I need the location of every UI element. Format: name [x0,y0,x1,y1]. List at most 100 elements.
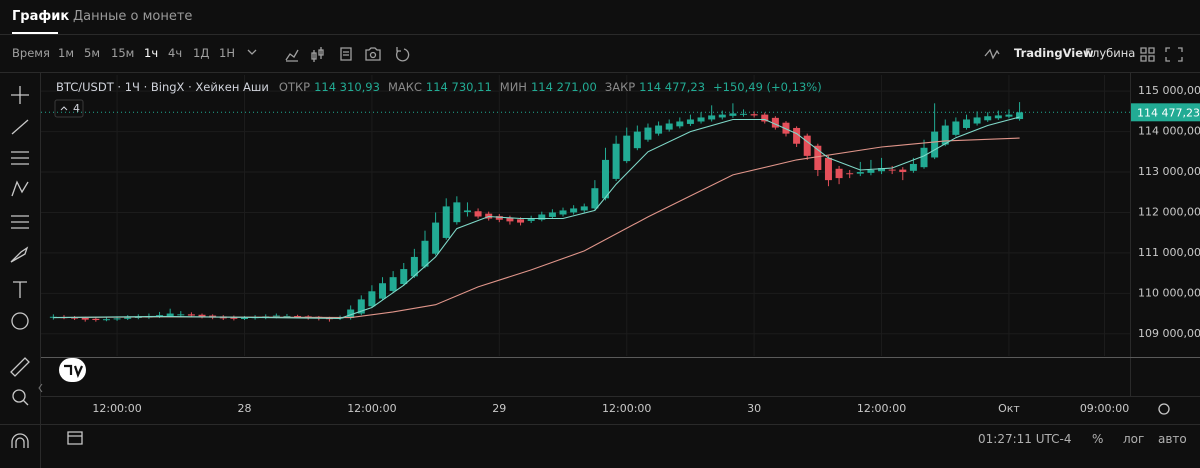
text-tool[interactable] [13,281,27,298]
candle-body [102,319,110,321]
interval[interactable]: 5м [84,46,100,60]
percent-toggle[interactable]: % [1092,432,1104,446]
candle-body [856,172,864,174]
candle-body [761,114,769,122]
magnet-tool[interactable] [11,433,29,448]
candle-body [931,131,939,158]
x-tick-label: 09:00:00 [1080,402,1129,415]
templates-icon[interactable] [340,47,352,61]
candle-body [644,127,652,140]
candle-body [846,173,854,175]
drawing-tools[interactable] [10,86,1170,448]
toolbar-icons[interactable] [247,47,1183,62]
candle-body [71,317,79,319]
layout-icon[interactable] [1140,47,1155,62]
interval-active[interactable]: 1ч [144,46,159,60]
candle-body [81,317,89,320]
candle-body [389,277,397,291]
interval[interactable]: 15м [111,46,135,60]
zoom-tool[interactable] [12,389,26,403]
interval[interactable]: 1Н [219,46,235,60]
log-toggle[interactable]: лог [1123,432,1145,446]
emoji-tool[interactable] [11,312,29,330]
x-tick-label: 12:00:00 [857,402,906,415]
candle-body [771,117,779,128]
candle-type-icon[interactable] [311,47,324,62]
brand[interactable]: TradingView [1014,46,1094,60]
candle-body [410,256,418,277]
open-label: ОТКР [278,80,311,94]
candle-body [718,114,726,118]
candle-body [665,123,673,130]
candle-body [294,315,302,317]
candle-body [1005,114,1013,117]
depth-button[interactable]: Глубина [1085,46,1136,60]
candle-body [899,169,907,173]
candle-body [623,135,631,162]
crosshair-tool[interactable] [11,86,29,104]
collapse-arrow[interactable] [38,383,43,393]
candle-body [941,125,949,145]
brush-tool[interactable] [10,246,29,263]
candle-body [347,309,355,318]
candle-body [888,169,896,171]
candle-body [633,131,641,149]
candle-body [92,318,100,321]
interval[interactable]: 4ч [168,46,183,60]
candle-body [177,314,185,316]
screenshot-lens [369,51,377,59]
trendline-tool[interactable] [11,119,29,135]
candle-body [124,317,132,319]
x-tick-label: Окт [998,402,1020,415]
candle-body [973,117,981,124]
interval[interactable]: 1м [58,46,74,60]
high-value: 114 730,11 [425,80,492,94]
candle-body [506,217,514,222]
projection-tool[interactable] [11,215,29,229]
indicators-icon[interactable] [285,49,299,62]
x-tick-label: 28 [237,402,251,415]
candle-body [952,121,960,135]
tab-coin-info[interactable]: Данные о монете [73,9,193,24]
low-value: 114 271,00 [530,80,597,94]
candle-body [283,315,291,317]
candle-body [1016,112,1024,120]
candle-body [782,122,790,134]
candle-body [432,222,440,254]
moving-average [53,137,1020,319]
screenshot-icon[interactable] [365,47,381,61]
change-value: +150,49 (+0,13%) [713,80,822,94]
date-range-icon[interactable] [67,431,83,445]
candle-body [570,208,578,213]
tradingview-logo[interactable] [984,48,1000,60]
settings-icon[interactable] [1158,403,1170,415]
tv-watermark [59,358,86,382]
y-tick-label: 112 000,00 [1138,205,1200,218]
candle-body [803,135,811,156]
pattern-tool[interactable] [11,180,29,197]
fullscreen-icon[interactable] [1165,47,1183,62]
interval-label: Время [12,46,50,60]
interval[interactable]: 1Д [193,46,210,60]
candle-body [984,116,992,121]
fib-tool[interactable] [11,151,29,165]
candle-body [729,113,737,116]
candle-body [740,113,748,115]
interval-dropdown[interactable] [247,49,257,55]
candle-body [495,216,503,220]
candle-body [676,121,684,127]
candle-body [272,315,280,317]
auto-toggle[interactable]: авто [1158,432,1187,446]
measure-tool[interactable] [10,357,30,377]
tab-chart[interactable]: График [12,9,70,24]
candle-body [548,212,556,217]
candle-body [379,283,387,299]
reset-icon[interactable] [395,47,410,62]
candle-body [750,114,758,116]
candle-body [962,119,970,128]
candle-body [198,314,206,317]
y-tick-label: 114 000,00 [1138,125,1200,138]
